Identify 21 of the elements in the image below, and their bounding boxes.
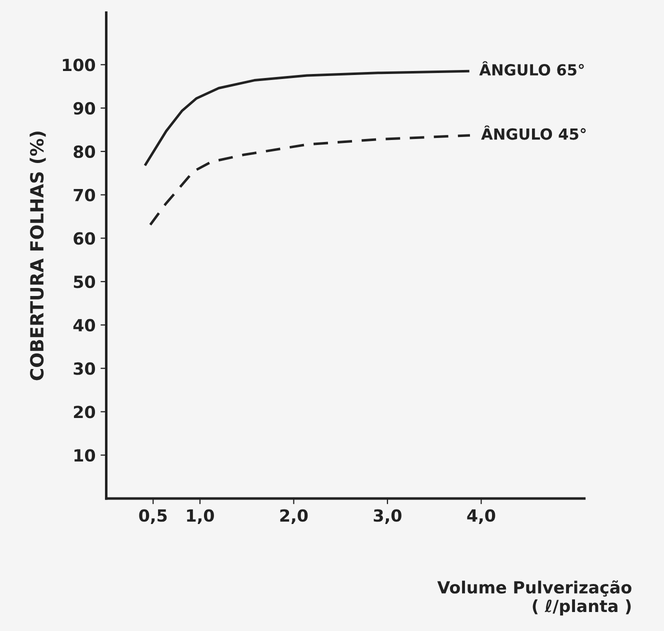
series-label: ÂNGULO 45° [481, 125, 586, 140]
y-tick-label: 30 [74, 362, 96, 375]
y-tick-label: 60 [74, 232, 96, 245]
x-tick-label: 1,0 [187, 509, 214, 524]
y-tick-label: 40 [73, 318, 96, 332]
x-tick-label: 0,5 [139, 509, 167, 524]
y-tick-label: 50 [74, 276, 96, 288]
y-tick-label: 80 [74, 145, 96, 158]
series-label: ÂNGULO 65° [479, 61, 584, 76]
x-tick-label: 4,0 [467, 509, 496, 524]
y-tick-label: 70 [74, 188, 96, 202]
line-series [144, 70, 470, 166]
y-axis-title: COBERTURA FOLHAS (%) [30, 132, 46, 380]
y-tick-label: 20 [74, 406, 96, 418]
y-tick-label: 10 [74, 449, 96, 462]
line-series [149, 134, 472, 226]
y-tick-label: 100 [62, 58, 96, 72]
x-tick-label: 2,0 [280, 509, 308, 524]
y-tick-label: 90 [73, 102, 96, 115]
x-tick-label: 3,0 [374, 509, 402, 524]
x-axis-title: Volume Pulverização ( ℓ/planta ) [437, 580, 632, 616]
